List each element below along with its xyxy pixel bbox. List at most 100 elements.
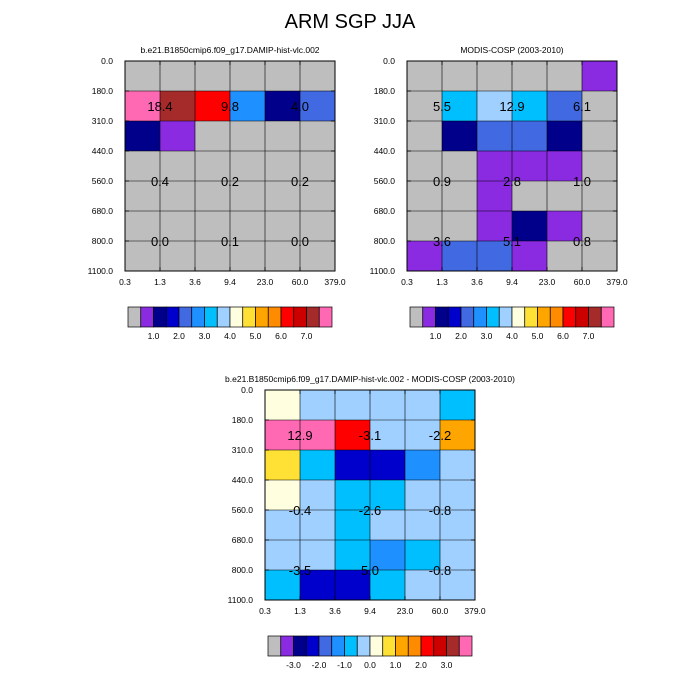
- heatmap-cell: [370, 390, 406, 421]
- colorbar-swatch: [267, 306, 282, 328]
- colorbar-label: 1.0: [148, 331, 160, 341]
- y-tick-label: 800.0: [232, 565, 254, 575]
- data-label: 0.1: [221, 234, 239, 249]
- x-tick-label: 379.0: [606, 277, 628, 287]
- colorbar-swatch: [420, 635, 435, 657]
- colorbar-swatch: [229, 306, 244, 328]
- data-label: 9.8: [221, 99, 239, 114]
- colorbar-swatch: [537, 306, 551, 328]
- y-tick-label: 800.0: [374, 236, 396, 246]
- heatmap-cell: [265, 181, 301, 212]
- colorbar-swatch: [409, 306, 424, 328]
- colorbar-swatch: [306, 306, 320, 328]
- data-label: 0.2: [291, 174, 309, 189]
- heatmap-cell: [407, 181, 443, 212]
- data-label: 0.8: [573, 234, 591, 249]
- heatmap-cell: [405, 420, 441, 451]
- colorbar-label: 3.0: [441, 660, 453, 670]
- heatmap-cell: [512, 211, 548, 242]
- data-label: 0.2: [221, 174, 239, 189]
- heatmap-cell: [407, 91, 443, 122]
- y-tick-label: 680.0: [232, 535, 254, 545]
- heatmap-cell: [547, 181, 583, 212]
- heatmap-cell: [160, 61, 196, 92]
- x-tick-label: 23.0: [397, 606, 414, 616]
- heatmap-cell: [300, 570, 336, 601]
- colorbar-swatch: [446, 635, 460, 657]
- heatmap-cell: [477, 61, 513, 92]
- colorbar-label: 2.0: [173, 331, 185, 341]
- colorbar-swatch: [165, 306, 180, 328]
- colorbar-swatch: [524, 306, 538, 328]
- heatmap-cell: [370, 420, 406, 451]
- heatmap-cell: [442, 211, 478, 242]
- data-label: -0.8: [429, 563, 451, 578]
- data-label: 12.9: [499, 99, 524, 114]
- y-tick-label: 560.0: [92, 176, 114, 186]
- colorbar-label: 2.0: [455, 331, 467, 341]
- y-tick-label: 0.0: [383, 56, 395, 66]
- heatmap-cell: [405, 510, 441, 541]
- heatmap-cell: [405, 540, 441, 571]
- heatmap-panel-1: b.e21.B1850cmip6.f09_g17.DAMIP-hist-vlc.…: [88, 45, 346, 341]
- heatmap-cell: [547, 91, 583, 122]
- heatmap-cell: [440, 420, 476, 451]
- colorbar-label: 4.0: [224, 331, 236, 341]
- heatmap-cell: [477, 181, 513, 212]
- y-tick-label: 0.0: [241, 385, 253, 395]
- heatmap-cell: [265, 61, 301, 92]
- colorbar-swatch: [255, 306, 269, 328]
- x-tick-label: 9.4: [506, 277, 518, 287]
- heatmap-cell: [300, 151, 336, 182]
- heatmap-cell: [230, 181, 266, 212]
- colorbar-swatch: [280, 635, 294, 657]
- y-tick-label: 310.0: [374, 116, 396, 126]
- colorbar-label: 3.0: [199, 331, 211, 341]
- y-tick-label: 440.0: [374, 146, 396, 156]
- heatmap-cell: [547, 211, 583, 242]
- heatmap-cell: [582, 181, 618, 212]
- heatmap-cell: [160, 91, 196, 122]
- y-tick-label: 1100.0: [228, 595, 254, 605]
- heatmap-cell: [265, 420, 301, 451]
- colorbar-swatch: [447, 306, 462, 328]
- colorbar-swatch: [433, 635, 447, 657]
- colorbar-swatch: [318, 635, 333, 657]
- x-tick-label: 3.6: [189, 277, 201, 287]
- heatmap-cell: [300, 420, 336, 451]
- x-tick-label: 60.0: [292, 277, 309, 287]
- colorbar-swatch: [549, 306, 564, 328]
- heatmap-cell: [195, 91, 231, 122]
- data-label: 4.0: [291, 99, 309, 114]
- heatmap-cell: [265, 390, 301, 421]
- y-tick-label: 800.0: [92, 236, 114, 246]
- heatmap-cell: [300, 450, 336, 481]
- heatmap-cell: [230, 151, 266, 182]
- heatmap-cell: [160, 151, 196, 182]
- heatmap-cell: [160, 181, 196, 212]
- heatmap-cell: [582, 91, 618, 122]
- colorbar-label: 1.0: [430, 331, 442, 341]
- heatmap-cell: [477, 151, 513, 182]
- data-label: 12.9: [287, 428, 312, 443]
- heatmap-cell: [442, 121, 478, 152]
- y-tick-label: 1100.0: [88, 266, 114, 276]
- data-label: -3.5: [289, 563, 311, 578]
- heatmap-cell: [335, 570, 371, 601]
- x-tick-label: 60.0: [432, 606, 449, 616]
- heatmap-cell: [265, 211, 301, 242]
- x-tick-label: 1.3: [294, 606, 306, 616]
- heatmap-cell: [160, 241, 196, 272]
- heatmap-cell: [582, 241, 618, 272]
- y-tick-label: 440.0: [232, 475, 254, 485]
- panel-title: b.e21.B1850cmip6.f09_g17.DAMIP-hist-vlc.…: [225, 374, 515, 384]
- x-tick-label: 1.3: [436, 277, 448, 287]
- heatmap-cell: [300, 181, 336, 212]
- heatmap-cell: [405, 450, 441, 481]
- heatmap-cell: [160, 211, 196, 242]
- heatmap-cell: [512, 181, 548, 212]
- x-tick-label: 0.3: [401, 277, 413, 287]
- colorbar-label: 5.0: [250, 331, 262, 341]
- heatmap-cell: [477, 91, 513, 122]
- y-tick-label: 680.0: [374, 206, 396, 216]
